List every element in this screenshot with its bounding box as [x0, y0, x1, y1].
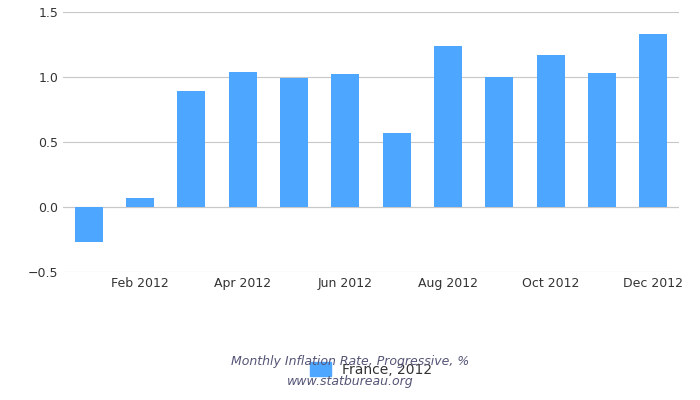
Bar: [588, 73, 616, 207]
Bar: [177, 91, 206, 207]
Bar: [74, 207, 103, 242]
Bar: [434, 46, 462, 207]
Bar: [536, 55, 565, 207]
Bar: [228, 72, 257, 207]
Bar: [126, 198, 154, 207]
Text: www.statbureau.org: www.statbureau.org: [287, 376, 413, 388]
Bar: [485, 77, 513, 207]
Text: Monthly Inflation Rate, Progressive, %: Monthly Inflation Rate, Progressive, %: [231, 356, 469, 368]
Bar: [280, 78, 308, 207]
Bar: [639, 34, 667, 207]
Bar: [382, 133, 411, 207]
Legend: France, 2012: France, 2012: [304, 356, 438, 382]
Bar: [331, 74, 360, 207]
